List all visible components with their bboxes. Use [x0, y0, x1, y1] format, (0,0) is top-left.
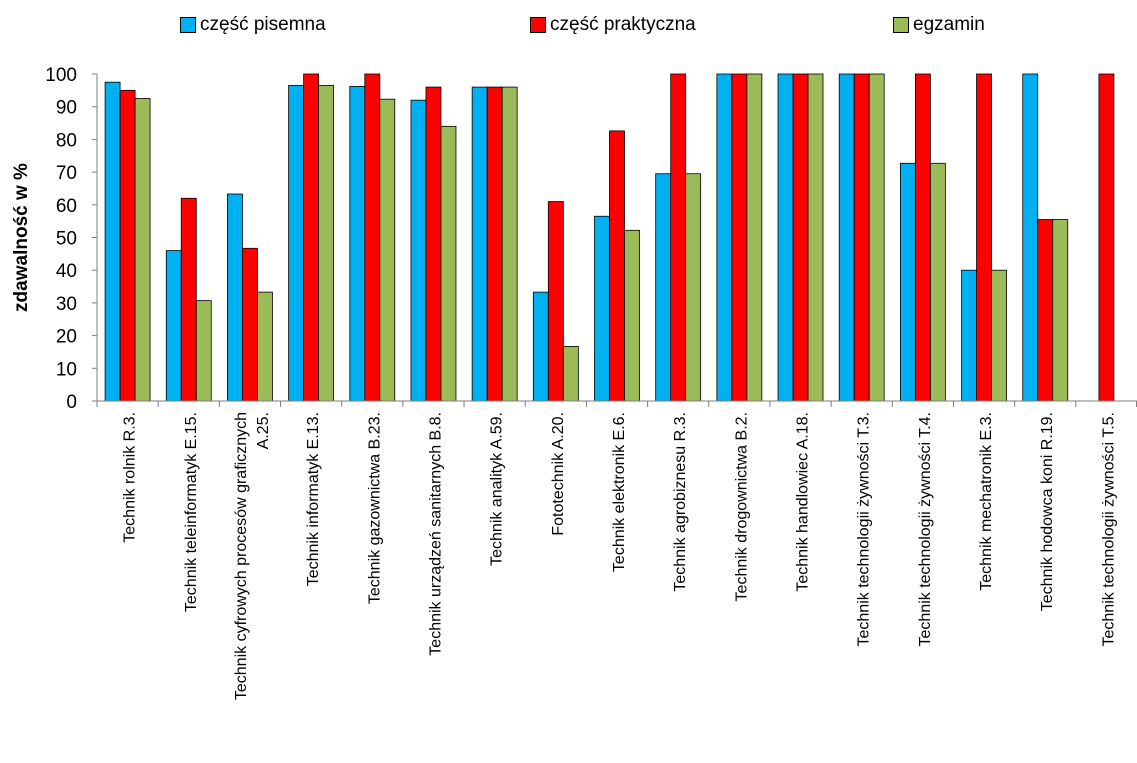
y-tick-label: 20	[56, 327, 77, 348]
bar-practical	[364, 73, 381, 402]
legend-item-practical: część praktyczna	[530, 14, 696, 36]
y-tick-label: 10	[56, 359, 77, 380]
axes-group	[96, 74, 1137, 407]
x-tick-label: Technik rolnik R.3.	[122, 412, 139, 543]
x-tick-label: Technik hodowca koni R.19.	[1039, 412, 1056, 611]
bar-practical	[731, 73, 748, 402]
bar-written	[777, 73, 794, 402]
x-tick-label: Technik technologii żywności T.5.	[1100, 412, 1117, 647]
legend-item-written: część pisemna	[180, 14, 326, 36]
y-axis-title: zdawalność w %	[11, 163, 32, 312]
bar-exam	[318, 85, 335, 402]
x-tick-label: Technik teleinformatyk E.15.	[183, 412, 200, 612]
bar-written	[104, 81, 121, 402]
x-tick-label: Technik gazownictwa B.23.	[366, 412, 383, 604]
bar-exam	[746, 73, 763, 402]
bar-exam	[134, 98, 151, 402]
x-tick-label: Technik analityk A.59.	[489, 412, 506, 566]
x-tick-label: Technik informatyk E.13.	[305, 412, 322, 586]
y-tick-label: 30	[56, 294, 77, 315]
bar-written	[165, 250, 182, 402]
bar-practical	[242, 247, 258, 402]
x-tick-label: Fototechnik A.20.	[550, 412, 567, 536]
bar-written	[594, 215, 610, 402]
legend-swatch-practical	[530, 17, 546, 33]
x-tick-label: Technik technologii żywności T.4.	[917, 412, 934, 647]
bar-written	[227, 193, 243, 402]
bar-practical	[853, 73, 870, 402]
x-tick-label: A.25.	[255, 412, 272, 449]
bar-practical	[609, 130, 625, 402]
y-axis-title-group: zdawalność w %	[11, 163, 32, 312]
bar-exam	[685, 173, 702, 402]
y-tick-label: 90	[56, 98, 77, 119]
y-axis-ticks: 0 10 20 30 40 50 60 70 80 90 100	[45, 65, 97, 413]
bar-written	[899, 162, 916, 402]
bar-exam	[868, 73, 885, 402]
x-tick-label: Technik elektronik E.6.	[611, 412, 628, 572]
x-tick-label: Technik mechatronik E.3.	[978, 412, 995, 591]
bar-written	[288, 85, 305, 402]
bar-written	[716, 73, 733, 402]
bar-exam	[379, 98, 396, 402]
bar-exam	[929, 162, 946, 402]
x-tick-label: Technik urządzeń sanitarnych B.8.	[427, 412, 444, 656]
bar-exam	[1052, 219, 1069, 402]
bar-exam	[440, 125, 457, 402]
bar-practical	[914, 73, 931, 402]
legend: część pisemna część praktyczna egzamin	[0, 14, 1137, 44]
bar-exam	[624, 229, 640, 402]
bar-written	[471, 86, 488, 402]
x-tick-label: Technik agrobiznesu R.3.	[672, 412, 689, 592]
bar-exam	[195, 300, 212, 402]
bar-practical	[976, 73, 992, 402]
bar-practical	[792, 73, 809, 402]
legend-label-practical: część praktyczna	[550, 14, 696, 35]
bar-exam	[501, 86, 518, 402]
bar-written	[532, 291, 549, 402]
x-tick-label: Technik handlowiec A.18.	[795, 412, 812, 592]
y-tick-label: 80	[56, 130, 77, 151]
x-tick-label: Technik drogownictwa B.2.	[733, 412, 750, 601]
bar-written	[838, 73, 855, 402]
bar-written	[961, 269, 977, 402]
bar-exam	[807, 73, 824, 402]
bar-written	[1022, 73, 1039, 402]
bar-exam	[991, 269, 1007, 402]
legend-swatch-exam	[893, 17, 909, 33]
bar-practical	[180, 197, 197, 402]
legend-swatch-written	[180, 17, 196, 33]
bar-practical	[1098, 73, 1115, 402]
y-tick-label: 0	[66, 392, 77, 413]
bar-practical	[670, 73, 687, 402]
bar-practical	[425, 86, 442, 402]
bar-practical	[547, 201, 564, 402]
bar-written	[655, 173, 672, 402]
legend-item-exam: egzamin	[893, 14, 985, 36]
y-tick-label: 70	[56, 163, 77, 184]
legend-label-written: część pisemna	[200, 14, 326, 35]
bar-written	[349, 86, 366, 402]
bar-exam	[257, 291, 273, 402]
bar-written	[410, 99, 427, 402]
x-tick-label: Technik technologii żywności T.3.	[856, 412, 873, 647]
bars-group	[104, 73, 1115, 402]
x-axis-labels: Technik rolnik R.3. Technik teleinformaty…	[122, 412, 1118, 700]
y-tick-label: 100	[45, 65, 77, 86]
bar-exam	[562, 345, 579, 402]
y-tick-label: 40	[56, 261, 77, 282]
bar-practical	[486, 86, 503, 402]
x-tick-label: Technik cyfrowych procesów graficznych	[233, 412, 250, 700]
legend-label-exam: egzamin	[913, 14, 985, 35]
bar-practical	[119, 89, 136, 402]
y-tick-label: 60	[56, 196, 77, 217]
bar-practical	[1037, 219, 1054, 402]
y-tick-label: 50	[56, 229, 77, 250]
bar-practical	[303, 73, 320, 402]
